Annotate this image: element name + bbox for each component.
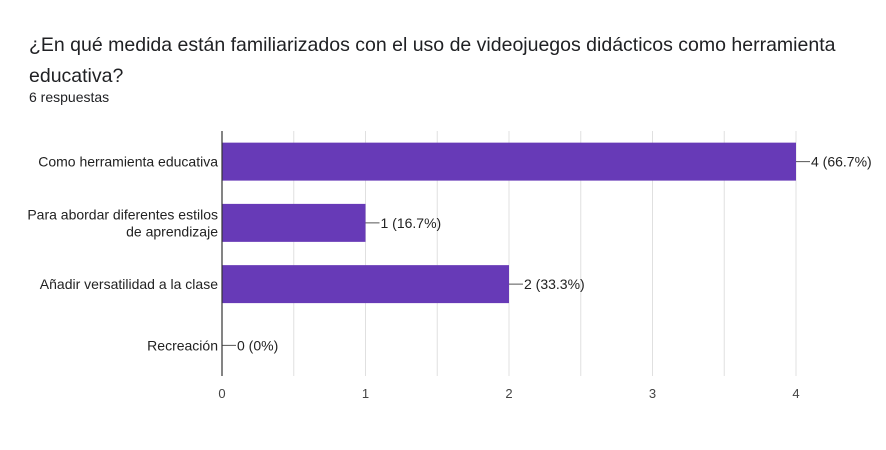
bar <box>222 265 509 304</box>
x-tick-label: 1 <box>362 386 369 401</box>
data-label: 1 (16.7%) <box>381 215 442 231</box>
category-label: Recreación <box>147 337 218 353</box>
data-label: 0 (0%) <box>237 337 278 353</box>
data-label: 2 (33.3%) <box>524 276 585 292</box>
response-count: 6 respuestas <box>29 89 110 105</box>
x-tick-label: 3 <box>649 386 656 401</box>
x-tick-label: 0 <box>218 386 225 401</box>
category-label: Como herramienta educativa <box>38 154 218 170</box>
question-title: ¿En qué medida están familiarizados con … <box>29 34 836 87</box>
data-label: 4 (66.7%) <box>811 154 872 170</box>
x-tick-label: 4 <box>792 386 799 401</box>
x-tick-label: 2 <box>505 386 512 401</box>
category-label: de aprendizaje <box>126 223 218 239</box>
bar <box>222 203 366 242</box>
category-label: Para abordar diferentes estilos <box>27 206 218 222</box>
category-label: Añadir versatilidad a la clase <box>40 276 218 292</box>
bar <box>222 142 796 181</box>
